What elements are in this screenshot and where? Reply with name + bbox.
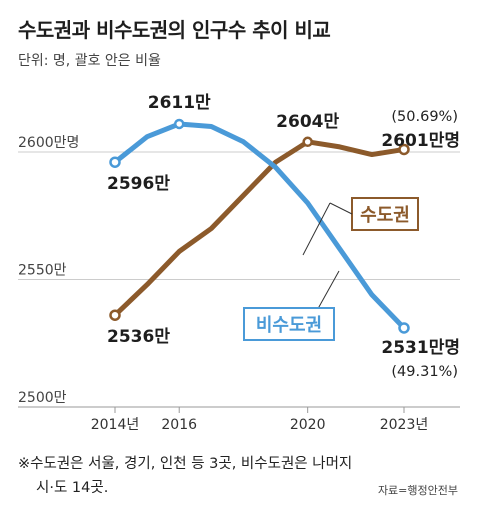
y-tick-label: 2600만명 [18, 135, 79, 151]
capital-series-name: 수도권 [360, 205, 410, 226]
source-credit: 자료=행정안전부 [377, 484, 458, 497]
capital-endpoint-marker [398, 143, 410, 156]
chart-title: 수도권과 비수도권의 인구수 추이 비교 [18, 18, 331, 42]
data-sublabel: (50.69%) [391, 109, 458, 125]
data-sublabel: (49.31%) [391, 364, 458, 380]
y-tick-label: 2550만 [18, 263, 67, 279]
capital-leader-line [329, 202, 353, 215]
data-label: 2536만 [107, 327, 170, 347]
y-tick-label: 2500만 [18, 390, 67, 406]
capital-series-line [112, 139, 407, 318]
data-label: 2531만명 [381, 338, 460, 358]
footnote: ※수도권은 서울, 경기, 인천 등 3곳, 비수도권은 나머지 시·도 14곳… [18, 452, 458, 500]
data-label: 2596만 [107, 174, 170, 194]
x-tick-label: 2023년 [380, 417, 429, 433]
noncapital-series-name: 비수도권 [256, 315, 322, 336]
x-tick-label: 2020 [290, 417, 326, 433]
capital-leader-line [302, 202, 331, 256]
noncapital-series-line [112, 121, 407, 331]
x-tick-label: 2016 [161, 417, 197, 433]
x-tick-label: 2014년 [91, 417, 140, 433]
noncapital-endpoint-marker [398, 322, 410, 334]
footnote-line-1: ※수도권은 서울, 경기, 인천 등 3곳, 비수도권은 나머지 [18, 456, 353, 472]
capital-peak-marker [302, 136, 313, 148]
data-label: 2611만 [148, 93, 211, 113]
data-label: 2601만명 [381, 131, 460, 151]
chart-subtitle: 단위: 명, 괄호 안은 비율 [18, 53, 161, 69]
noncapital-peak-marker [173, 118, 185, 130]
capital-endpoint-marker [109, 309, 121, 321]
data-label: 2604만 [276, 112, 339, 132]
footnote-line-2: 시·도 14곳. [36, 480, 109, 496]
noncapital-endpoint-marker [109, 156, 121, 168]
capital-legend-box [351, 197, 419, 231]
noncapital-legend-box [243, 307, 335, 341]
